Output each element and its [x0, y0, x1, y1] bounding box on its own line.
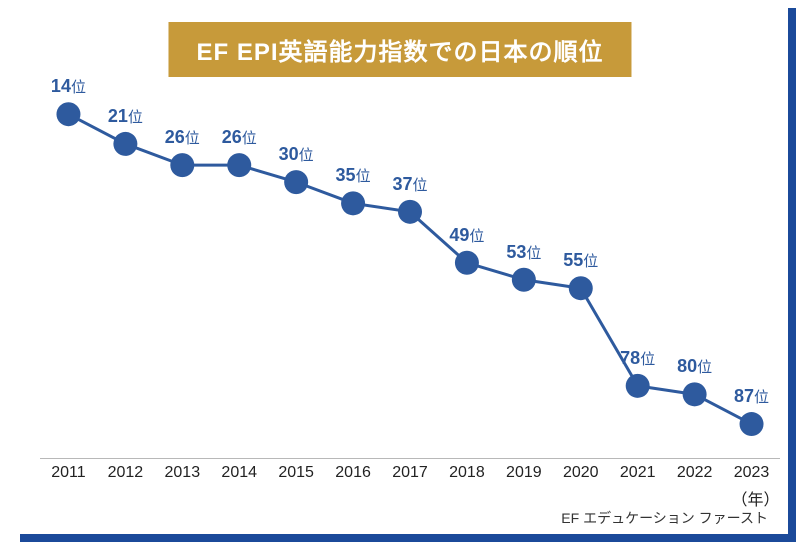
data-point — [455, 251, 479, 275]
x-tick-label: 2019 — [506, 464, 542, 482]
value-label: 87位 — [734, 386, 769, 407]
x-tick-label: 2021 — [620, 464, 656, 482]
data-point — [113, 132, 137, 156]
source-text: EF エデュケーション ファースト — [561, 508, 768, 528]
plot-area — [40, 76, 780, 476]
x-tick-label: 2018 — [449, 464, 485, 482]
data-point — [512, 268, 536, 292]
value-label: 35位 — [336, 165, 371, 186]
value-label: 80位 — [677, 356, 712, 377]
line-series — [40, 76, 780, 476]
value-label: 21位 — [108, 106, 143, 127]
data-point — [626, 374, 650, 398]
data-point — [227, 153, 251, 177]
x-tick-label: 2012 — [108, 464, 144, 482]
frame-shadow-right — [788, 8, 796, 538]
value-label: 30位 — [279, 144, 314, 165]
frame-shadow-bottom — [20, 534, 796, 542]
chart-frame: EF EPI英語能力指数での日本の順位 （年） EF エデュケーション ファース… — [12, 4, 788, 534]
value-label: 14位 — [51, 76, 86, 97]
value-label: 55位 — [563, 250, 598, 271]
x-tick-label: 2017 — [392, 464, 428, 482]
value-label: 26位 — [165, 127, 200, 148]
data-point — [56, 102, 80, 126]
data-point — [569, 276, 593, 300]
x-tick-label: 2016 — [335, 464, 371, 482]
data-point — [341, 191, 365, 215]
x-tick-label: 2022 — [677, 464, 713, 482]
value-label: 26位 — [222, 127, 257, 148]
x-tick-label: 2020 — [563, 464, 599, 482]
series-line — [68, 114, 751, 424]
x-tick-label: 2013 — [165, 464, 201, 482]
value-label: 37位 — [392, 174, 427, 195]
value-label: 53位 — [506, 242, 541, 263]
data-point — [683, 382, 707, 406]
x-tick-label: 2014 — [221, 464, 257, 482]
chart-title: EF EPI英語能力指数での日本の順位 — [168, 22, 631, 77]
x-tick-label: 2011 — [51, 464, 85, 482]
data-point — [398, 200, 422, 224]
data-point — [284, 170, 308, 194]
x-tick-label: 2023 — [734, 464, 770, 482]
data-point — [170, 153, 194, 177]
x-tick-label: 2015 — [278, 464, 314, 482]
data-point — [740, 412, 764, 436]
value-label: 49位 — [449, 225, 484, 246]
value-label: 78位 — [620, 348, 655, 369]
x-axis-unit: （年） — [732, 486, 780, 510]
